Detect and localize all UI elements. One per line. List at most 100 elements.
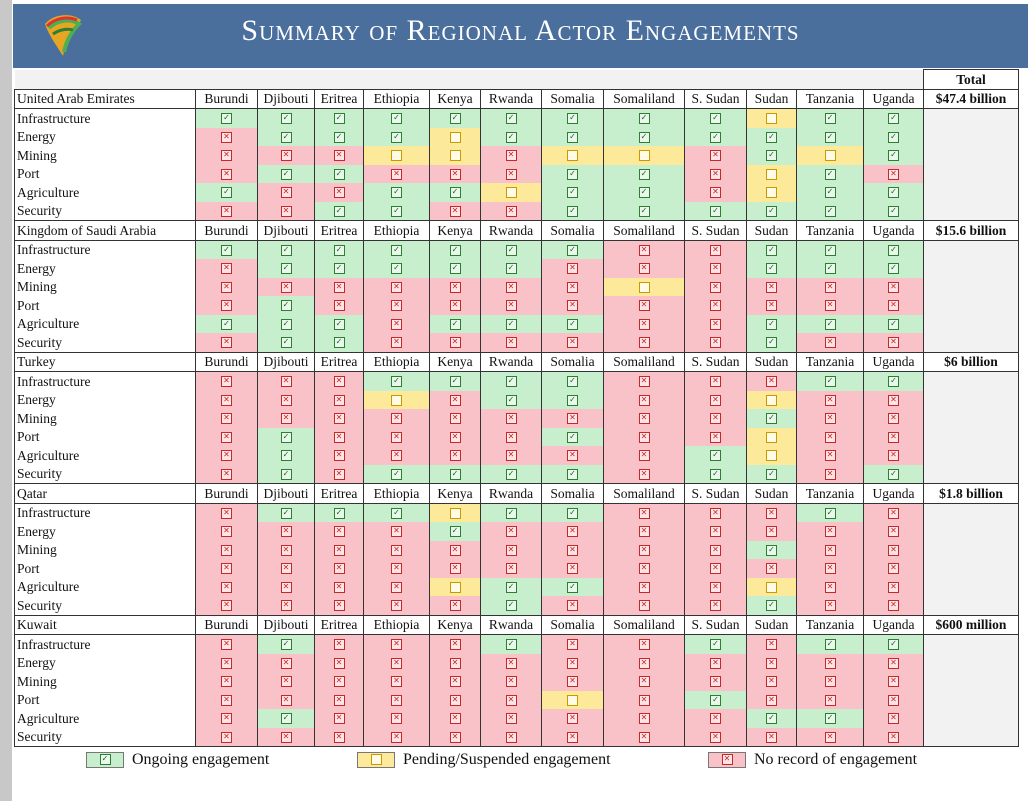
- x-box-icon: ✕: [333, 281, 345, 293]
- x-box-icon: ✕: [449, 281, 461, 293]
- check-box-icon: ✓: [638, 168, 650, 180]
- engagement-cell: ✕: [746, 371, 797, 391]
- x-box-icon: ✕: [766, 507, 777, 519]
- sector-label: Port: [14, 427, 196, 446]
- check-box-icon: ✓: [280, 639, 292, 651]
- x-box-icon: ✕: [638, 468, 650, 480]
- x-box-icon: ✕: [824, 468, 836, 480]
- engagement-cell: ✕: [684, 427, 747, 446]
- x-box-icon: ✕: [766, 639, 777, 651]
- x-box-icon: ✕: [505, 450, 517, 462]
- engagement-cell: ✕: [195, 727, 258, 747]
- legend-pending-swatch: [357, 752, 395, 768]
- x-box-icon: ✕: [505, 676, 517, 688]
- legend-none: ✕ No record of engagement: [708, 751, 917, 769]
- x-box-icon: ✕: [505, 713, 517, 725]
- total-blank: [923, 559, 1019, 578]
- engagement-cell: ✕: [257, 577, 315, 596]
- x-box-icon: ✕: [824, 431, 836, 443]
- check-box-icon: ✓: [280, 468, 292, 480]
- x-box-icon: ✕: [221, 676, 232, 688]
- engagement-cell: ✓: [863, 127, 924, 146]
- engagement-cell: ✕: [195, 596, 258, 616]
- engagement-cell: ✕: [314, 653, 364, 672]
- engagement-cell: ✕: [257, 201, 315, 221]
- engagement-cell: ✕: [863, 596, 924, 616]
- country-header: Sudan: [746, 483, 797, 504]
- check-box-icon: ✓: [505, 394, 517, 406]
- x-box-icon: ✕: [638, 563, 650, 575]
- country-header: Tanzania: [796, 483, 864, 504]
- x-box-icon: ✕: [505, 431, 517, 443]
- x-box-icon: ✕: [710, 376, 721, 388]
- africa-logo-icon: [45, 15, 83, 57]
- x-box-icon: ✕: [391, 676, 402, 688]
- engagement-cell: ✓: [363, 259, 430, 278]
- check-box-icon: ✓: [280, 300, 292, 312]
- empty-box-icon: [449, 131, 461, 143]
- engagement-cell: ✓: [541, 240, 604, 259]
- engagement-cell: ✓: [541, 127, 604, 146]
- empty-box-icon: [766, 394, 777, 406]
- sector-row: Security ✕ ✕ ✓ ✓ ✕ ✕ ✓ ✓ ✓ ✓ ✓ ✓: [14, 201, 1019, 221]
- x-box-icon: ✕: [824, 676, 836, 688]
- x-box-icon: ✕: [710, 507, 721, 519]
- x-box-icon: ✕: [449, 731, 461, 743]
- x-box-icon: ✕: [391, 413, 402, 425]
- x-box-icon: ✕: [391, 657, 402, 669]
- engagement-cell: ✕: [603, 522, 685, 541]
- check-box-icon: ✓: [333, 507, 345, 519]
- engagement-cell: ✕: [363, 690, 430, 709]
- engagement-cell: ✓: [257, 446, 315, 465]
- x-box-icon: ✕: [888, 337, 899, 349]
- x-box-icon: ✕: [280, 394, 292, 406]
- engagement-cell: ✓: [314, 201, 364, 221]
- check-box-icon: ✓: [505, 318, 517, 330]
- x-box-icon: ✕: [221, 205, 232, 217]
- engagement-cell: ✕: [363, 634, 430, 654]
- x-box-icon: ✕: [567, 600, 578, 612]
- engagement-cell: ✕: [195, 390, 258, 409]
- engagement-cell: ✓: [480, 259, 542, 278]
- check-box-icon: ✓: [766, 337, 777, 349]
- engagement-cell: ✕: [480, 709, 542, 728]
- check-box-icon: ✓: [710, 131, 721, 143]
- x-box-icon: ✕: [505, 731, 517, 743]
- engagement-cell: ✕: [603, 259, 685, 278]
- country-header: Kenya: [429, 483, 481, 504]
- engagement-cell: ✕: [863, 540, 924, 559]
- engagement-cell: ✓: [684, 108, 747, 128]
- empty-box-icon: [449, 581, 461, 593]
- engagement-cell: ✕: [480, 146, 542, 165]
- engagement-cell: ✕: [363, 653, 430, 672]
- x-box-icon: ✕: [333, 581, 345, 593]
- sector-row: Infrastructure ✕ ✕ ✕ ✓ ✓ ✓ ✓ ✕ ✕ ✕ ✓ ✓: [14, 371, 1019, 391]
- engagement-cell: ✕: [363, 296, 430, 315]
- sector-label: Mining: [14, 409, 196, 428]
- x-box-icon: ✕: [449, 300, 461, 312]
- engagement-cell: ✓: [480, 634, 542, 654]
- x-box-icon: ✕: [391, 526, 402, 538]
- check-box-icon: ✓: [567, 168, 578, 180]
- engagement-cell: ✓: [603, 183, 685, 202]
- engagement-cell: ✓: [429, 371, 481, 391]
- engagement-cell: ✕: [541, 634, 604, 654]
- check-box-icon: ✓: [888, 113, 899, 125]
- engagement-cell: ✓: [363, 183, 430, 202]
- x-box-icon: ✕: [567, 337, 578, 349]
- engagement-cell: ✕: [796, 409, 864, 428]
- engagement-cell: ✕: [314, 690, 364, 709]
- check-box-icon: ✓: [221, 318, 232, 330]
- engagement-cell: ✕: [684, 672, 747, 691]
- x-box-icon: ✕: [567, 526, 578, 538]
- check-box-icon: ✓: [567, 468, 578, 480]
- x-box-icon: ✕: [221, 544, 232, 556]
- sector-label: Energy: [14, 390, 196, 409]
- check-box-icon: ✓: [505, 376, 517, 388]
- check-box-icon: ✓: [221, 244, 232, 256]
- engagement-cell: ✕: [195, 409, 258, 428]
- total-blank: [923, 540, 1019, 559]
- sector-row: Mining ✕ ✕ ✕ ✕ ✕ ✕ ✕ ✕ ✕ ✓ ✕ ✕: [14, 540, 1019, 559]
- check-box-icon: ✓: [824, 263, 836, 275]
- x-box-icon: ✕: [280, 544, 292, 556]
